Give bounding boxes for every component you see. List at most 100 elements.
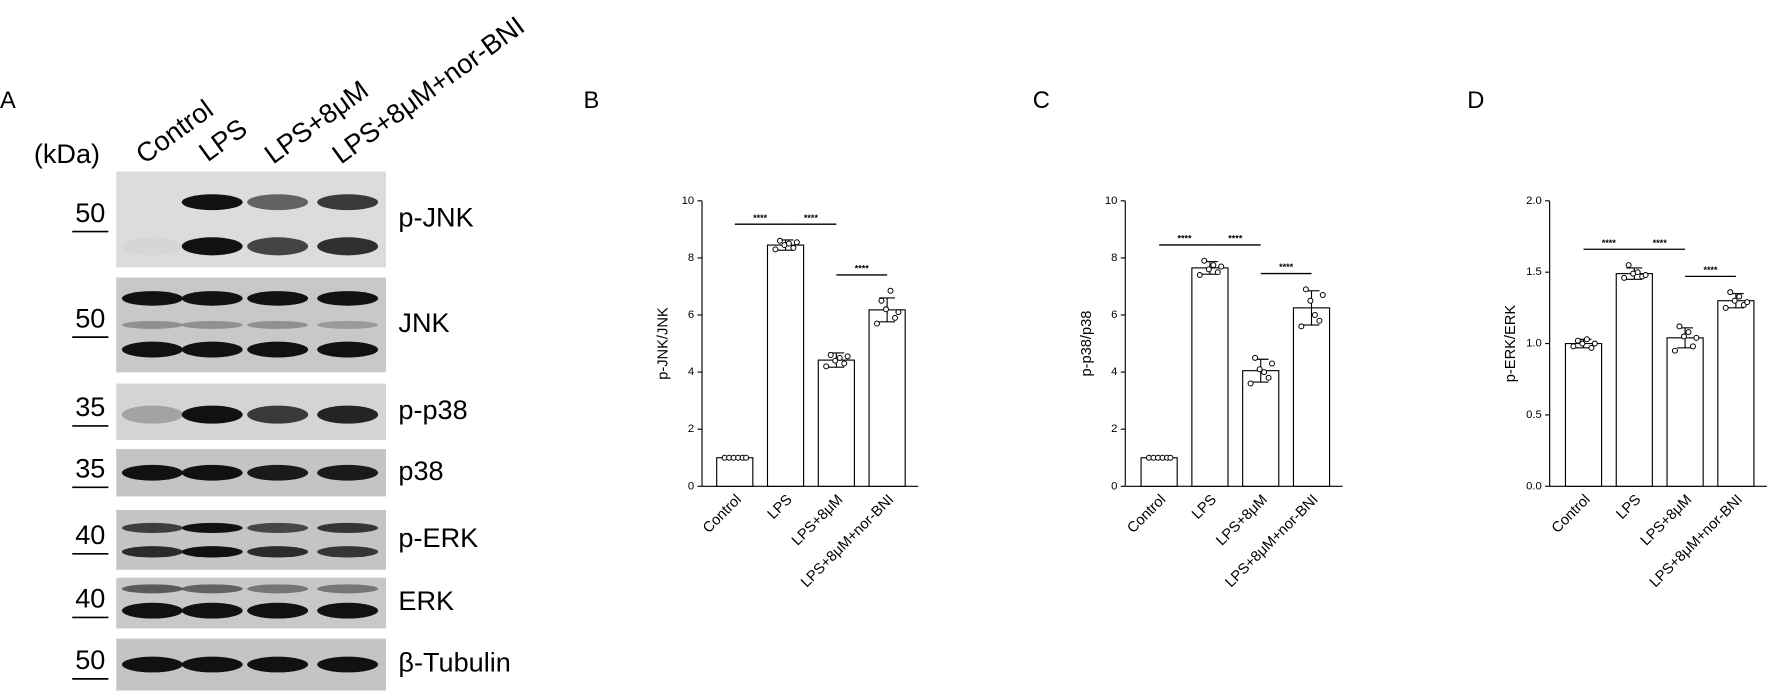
blot-band bbox=[121, 320, 183, 329]
data-point bbox=[844, 353, 851, 360]
data-point bbox=[1591, 340, 1598, 347]
data-point bbox=[1588, 344, 1595, 351]
y-axis-label: p-p38/p38 bbox=[1079, 311, 1095, 377]
data-point bbox=[790, 244, 797, 251]
data-point bbox=[827, 351, 834, 358]
blot-band bbox=[181, 237, 243, 256]
blot-band bbox=[121, 656, 183, 673]
blot-band bbox=[181, 464, 243, 481]
y-tick-label: 4 bbox=[688, 366, 694, 378]
data-point bbox=[1210, 262, 1217, 269]
data-point bbox=[1693, 334, 1700, 341]
y-tick-label: 2 bbox=[688, 423, 694, 435]
data-point bbox=[1671, 347, 1678, 354]
blot-band bbox=[247, 405, 309, 424]
marker-label: 40 bbox=[75, 583, 105, 614]
significance-label: **** bbox=[1602, 238, 1617, 248]
y-tick-label: 8 bbox=[688, 252, 694, 264]
x-tick-label: LPS bbox=[1613, 492, 1644, 523]
blot-strip bbox=[116, 509, 387, 570]
data-point bbox=[793, 239, 800, 246]
data-point bbox=[1727, 289, 1734, 296]
data-point bbox=[1252, 354, 1259, 361]
y-tick-label: 10 bbox=[1105, 195, 1118, 207]
data-point bbox=[1316, 317, 1323, 324]
panel-label: B bbox=[584, 88, 600, 114]
data-point bbox=[1625, 262, 1632, 269]
data-point bbox=[1685, 329, 1692, 336]
data-point bbox=[1167, 454, 1174, 461]
data-point bbox=[1583, 336, 1590, 343]
data-point bbox=[1302, 286, 1309, 293]
bar bbox=[1140, 457, 1178, 487]
significance-label: **** bbox=[1178, 234, 1193, 244]
data-point bbox=[1621, 274, 1628, 281]
marker-label: 50 bbox=[75, 644, 105, 675]
blot-band bbox=[181, 194, 243, 211]
blot-band bbox=[181, 546, 243, 558]
blot-band bbox=[121, 584, 183, 594]
blot-band bbox=[247, 464, 309, 481]
data-point bbox=[836, 354, 843, 361]
blot-band bbox=[247, 237, 309, 256]
data-point bbox=[1214, 269, 1221, 276]
bar bbox=[1666, 337, 1704, 487]
x-tick-label: LPS bbox=[1189, 492, 1220, 523]
x-tick-label: LPS+8μM+nor-BNI bbox=[798, 492, 897, 591]
data-point bbox=[1265, 374, 1272, 381]
blot-band bbox=[181, 656, 243, 673]
y-tick-label: 0.0 bbox=[1526, 480, 1542, 492]
blot-band bbox=[247, 341, 309, 358]
blot-band bbox=[122, 237, 183, 255]
blot-band bbox=[181, 584, 243, 594]
blot-band bbox=[121, 291, 183, 306]
blot-band bbox=[317, 194, 379, 211]
significance-label: **** bbox=[1703, 265, 1718, 275]
y-tick-label: 2.0 bbox=[1526, 195, 1542, 207]
bar bbox=[868, 309, 906, 487]
data-point bbox=[1201, 257, 1208, 264]
panel-label: C bbox=[1033, 88, 1050, 114]
data-point bbox=[823, 363, 830, 370]
data-point bbox=[1722, 304, 1729, 311]
bar bbox=[817, 359, 855, 487]
data-point bbox=[1307, 297, 1314, 304]
y-tick-label: 0 bbox=[1111, 480, 1117, 492]
blot-band bbox=[317, 656, 379, 673]
y-axis-label: p-JNK/JNK bbox=[656, 307, 672, 380]
blot-band bbox=[121, 341, 183, 358]
marker-label: 40 bbox=[75, 519, 105, 550]
y-tick-label: 2 bbox=[1111, 423, 1117, 435]
data-point bbox=[1218, 263, 1225, 270]
blot-band bbox=[247, 291, 309, 306]
protein-label: p38 bbox=[398, 455, 443, 486]
y-tick-label: 1.0 bbox=[1526, 338, 1542, 350]
blot-band bbox=[121, 405, 183, 424]
marker-label: 35 bbox=[75, 391, 105, 422]
blot-band bbox=[247, 656, 309, 673]
data-point bbox=[1574, 337, 1581, 344]
panel-label: A bbox=[0, 88, 16, 114]
significance-label: **** bbox=[753, 213, 768, 223]
data-point bbox=[1736, 293, 1743, 300]
blot-band bbox=[121, 464, 183, 481]
protein-label: JNK bbox=[398, 307, 449, 338]
data-point bbox=[895, 309, 902, 316]
panel-label: D bbox=[1467, 88, 1484, 114]
blot-band bbox=[317, 341, 379, 358]
data-point bbox=[1731, 297, 1738, 304]
data-point bbox=[873, 320, 880, 327]
data-point bbox=[892, 314, 899, 321]
data-point bbox=[1744, 299, 1751, 306]
x-tick-label: Control bbox=[1549, 492, 1594, 537]
y-axis-label: p-ERK/ERK bbox=[1503, 305, 1519, 383]
blot-band bbox=[317, 522, 379, 533]
blot-band bbox=[317, 584, 379, 594]
data-point bbox=[841, 360, 848, 367]
blot-band bbox=[247, 602, 309, 619]
data-point bbox=[832, 357, 839, 364]
blot-band bbox=[181, 291, 243, 306]
data-point bbox=[887, 287, 894, 294]
y-tick-label: 10 bbox=[682, 195, 695, 207]
data-point bbox=[1261, 369, 1268, 376]
